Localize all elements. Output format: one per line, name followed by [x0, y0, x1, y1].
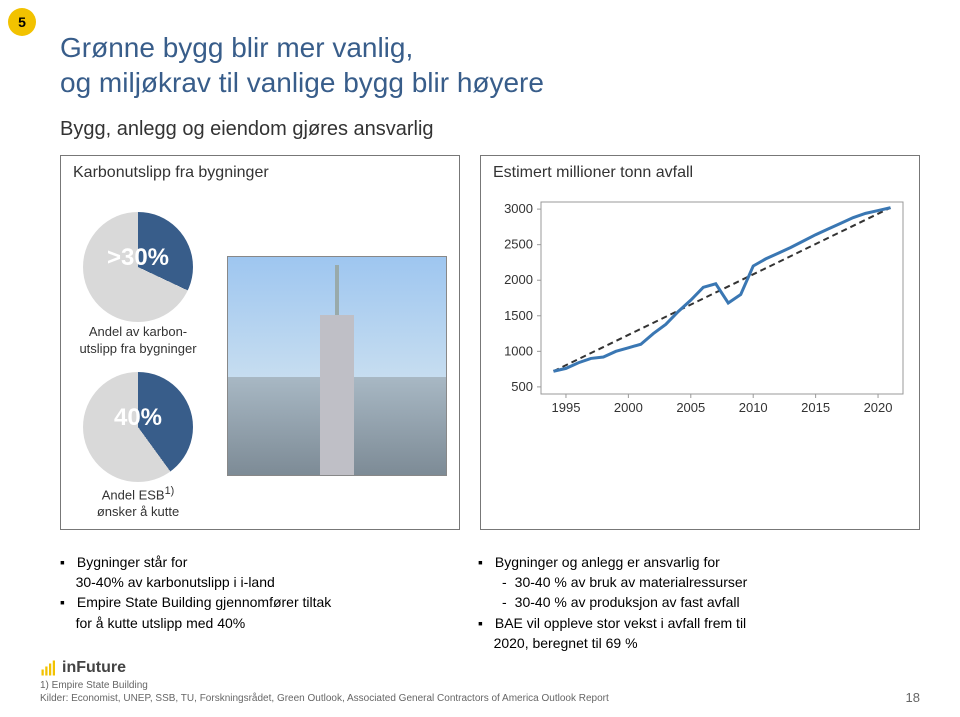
- logo: inFuture: [40, 659, 609, 677]
- bl1-pre: Bygninger står for: [77, 554, 188, 570]
- bullets-right: Bygninger og anlegg er ansvarlig for 30-…: [478, 552, 918, 653]
- svg-text:2000: 2000: [504, 272, 533, 287]
- bl2-l2: for å kutte utslipp med 40%: [76, 615, 246, 631]
- footnotes: 1) Empire State Building Kilder: Economi…: [40, 679, 609, 705]
- pie-1-caption-l2: utslipp fra bygninger: [79, 341, 196, 356]
- pie-1-caption: Andel av karbon- utslipp fra bygninger: [79, 324, 196, 358]
- title-line-2: og miljøkrav til vanlige bygg blir høyer…: [60, 67, 544, 98]
- empire-state-photo: [227, 256, 447, 476]
- svg-text:1000: 1000: [504, 343, 533, 358]
- slide-footer: inFuture 1) Empire State Building Kilder…: [40, 659, 920, 705]
- svg-text:2000: 2000: [614, 400, 643, 415]
- br2-l2: 2020, beregnet til 69 %: [494, 635, 638, 651]
- slide-number-badge: 5: [8, 8, 36, 36]
- svg-text:1500: 1500: [504, 308, 533, 323]
- footer-left: inFuture 1) Empire State Building Kilder…: [40, 659, 609, 705]
- pie-1-wrap: >30%: [83, 212, 193, 322]
- pie-1-label: >30%: [83, 244, 193, 272]
- slide-title: Grønne bygg blir mer vanlig, og miljøkra…: [60, 30, 920, 100]
- pie-2-wrap: 40%: [83, 372, 193, 482]
- panels-row: Karbonutslipp fra bygninger >30% Andel a…: [60, 155, 920, 530]
- carbon-row: >30% Andel av karbon- utslipp fra bygnin…: [73, 212, 447, 521]
- bl1-mid: 30-40% av karbonutslipp i i-land: [76, 574, 275, 590]
- footnote-2: Kilder: Economist, UNEP, SSB, TU, Forskn…: [40, 692, 609, 705]
- br2-l1: BAE vil oppleve stor vekst i avfall frem…: [495, 615, 746, 631]
- panel-carbon-title: Karbonutslipp fra bygninger: [73, 164, 447, 182]
- pie-2-caption-l1: Andel ESB: [102, 487, 165, 502]
- br1-sub1: 30-40 % av bruk av materialressurser: [502, 572, 918, 592]
- svg-text:2015: 2015: [801, 400, 830, 415]
- bl2-l1: Empire State Building gjennomfører tilta…: [77, 594, 331, 610]
- panel-carbon: Karbonutslipp fra bygninger >30% Andel a…: [60, 155, 460, 530]
- bullet-left-2: Empire State Building gjennomfører tilta…: [60, 592, 458, 633]
- bullet-right-1: Bygninger og anlegg er ansvarlig for 30-…: [478, 552, 918, 613]
- slide-subtitle: Bygg, anlegg og eiendom gjøres ansvarlig: [60, 118, 920, 141]
- title-line-1: Grønne bygg blir mer vanlig,: [60, 32, 413, 63]
- footnote-1: 1) Empire State Building: [40, 679, 609, 692]
- pie-2-caption: Andel ESB1) ønsker å kutte: [97, 484, 179, 521]
- logo-text: inFuture: [62, 659, 126, 677]
- pie-2-block: 40% Andel ESB1) ønsker å kutte: [73, 372, 203, 521]
- svg-text:2005: 2005: [676, 400, 705, 415]
- spire-shape: [335, 265, 339, 315]
- waste-chart-svg: 500 1000 1500 2000 2500 3000 1995 2000 2005 2010 2…: [493, 192, 913, 422]
- pie-2-caption-l2: ønsker å kutte: [97, 504, 179, 519]
- bullet-row: Bygninger står for 30-40% av karbonutsli…: [60, 552, 920, 653]
- pie-1-caption-l1: Andel av karbon-: [89, 324, 187, 339]
- svg-text:2010: 2010: [739, 400, 768, 415]
- pie-1-block: >30% Andel av karbon- utslipp fra bygnin…: [73, 212, 203, 358]
- bullet-right-2: BAE vil oppleve stor vekst i avfall frem…: [478, 613, 918, 654]
- svg-text:2500: 2500: [504, 237, 533, 252]
- page-number: 18: [906, 690, 920, 705]
- pie-2-label: 40%: [83, 404, 193, 432]
- svg-text:2020: 2020: [864, 400, 893, 415]
- logo-icon: [40, 659, 58, 677]
- svg-text:3000: 3000: [504, 201, 533, 216]
- br1-sub2: 30-40 % av produksjon av fast avfall: [502, 592, 918, 612]
- bullets-left: Bygninger står for 30-40% av karbonutsli…: [60, 552, 458, 653]
- pies-column: >30% Andel av karbon- utslipp fra bygnin…: [73, 212, 203, 521]
- waste-line-chart: 500 1000 1500 2000 2500 3000 1995 2000 2005 2010 2…: [493, 192, 913, 422]
- slide: 5 Grønne bygg blir mer vanlig, og miljøk…: [0, 0, 960, 717]
- bullet-left-1: Bygninger står for 30-40% av karbonutsli…: [60, 552, 458, 593]
- svg-text:1995: 1995: [552, 400, 581, 415]
- svg-text:500: 500: [511, 379, 533, 394]
- building-shape: [320, 315, 354, 475]
- panel-waste-title: Estimert millioner tonn avfall: [493, 164, 907, 182]
- pie-2-caption-sup: 1): [165, 485, 175, 497]
- panel-waste: Estimert millioner tonn avfall 500 1000 15…: [480, 155, 920, 530]
- br1: Bygninger og anlegg er ansvarlig for: [495, 554, 720, 570]
